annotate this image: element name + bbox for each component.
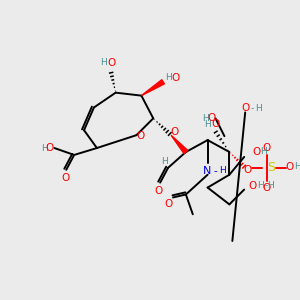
Text: H: H — [41, 143, 47, 152]
Text: H: H — [256, 181, 263, 190]
Text: O: O — [108, 58, 116, 68]
Text: N: N — [202, 166, 211, 176]
Text: O: O — [286, 162, 294, 172]
Text: H: H — [204, 120, 211, 129]
Text: H: H — [268, 181, 274, 190]
Text: O: O — [45, 143, 53, 153]
Text: O: O — [212, 119, 220, 129]
Text: H: H — [255, 104, 261, 113]
Text: O: O — [136, 131, 145, 141]
Text: O: O — [170, 127, 178, 137]
Text: O: O — [241, 103, 249, 113]
Text: O: O — [263, 143, 271, 153]
Text: H: H — [100, 58, 107, 68]
Text: O: O — [208, 113, 216, 123]
Text: O: O — [243, 165, 251, 175]
Text: -: - — [214, 166, 218, 176]
Text: H: H — [202, 114, 209, 123]
Text: O: O — [154, 185, 162, 196]
Text: -: - — [250, 104, 254, 113]
Text: H: H — [219, 166, 226, 175]
Text: S: S — [267, 161, 275, 174]
Text: -: - — [264, 181, 268, 190]
Text: H: H — [294, 162, 300, 171]
Text: O: O — [164, 200, 172, 209]
Text: O: O — [248, 181, 256, 190]
Text: O: O — [252, 147, 260, 157]
Text: H: H — [165, 73, 172, 82]
Polygon shape — [141, 80, 164, 96]
Text: O: O — [61, 173, 69, 183]
Polygon shape — [171, 135, 188, 154]
Text: H: H — [260, 148, 267, 157]
Text: O: O — [263, 183, 271, 193]
Text: O: O — [171, 73, 179, 83]
Text: H: H — [161, 158, 167, 166]
